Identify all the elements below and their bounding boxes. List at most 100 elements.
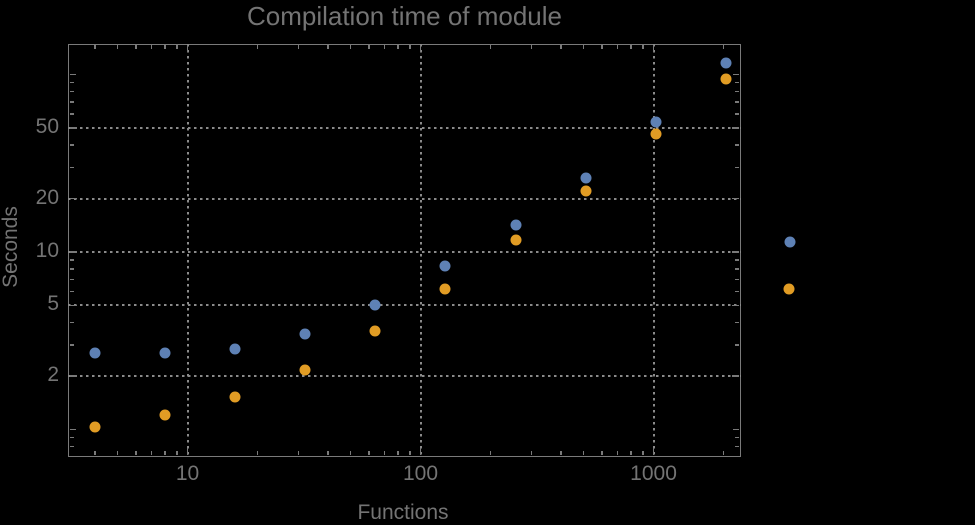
x-tick [349, 45, 352, 49]
y-tick [69, 90, 74, 93]
x-tick [368, 45, 370, 49]
x-tick [630, 45, 632, 49]
y-tick [69, 81, 74, 84]
y-gridline [68, 304, 741, 307]
data-point-orange-series [510, 234, 522, 246]
data-point-blue-series [229, 343, 241, 355]
x-tick-label: 100 [402, 462, 439, 485]
data-point-orange-series [720, 73, 732, 85]
x-tick [652, 45, 655, 52]
x-tick [616, 45, 619, 49]
data-point-orange-series [299, 364, 311, 376]
x-tick [297, 45, 300, 49]
y-tick [732, 197, 739, 200]
x-tick [176, 451, 178, 455]
y-tick [732, 428, 739, 431]
data-point-blue-series [159, 347, 171, 359]
y-tick [69, 290, 74, 293]
data-point-blue-series [439, 260, 451, 272]
legend-marker-blue-series [784, 236, 796, 248]
x-tick [530, 451, 533, 455]
x-tick [582, 451, 585, 455]
x-tick [652, 448, 655, 455]
x-tick [642, 45, 644, 49]
x-gridline [419, 43, 422, 457]
x-tick [582, 45, 585, 49]
y-tick [735, 90, 739, 93]
x-tick [409, 45, 411, 49]
x-tick [601, 45, 603, 49]
data-point-orange-series [229, 391, 241, 403]
y-tick [69, 436, 74, 439]
y-tick [735, 101, 739, 103]
y-tick [732, 304, 739, 307]
y-tick [735, 268, 739, 270]
x-tick [135, 451, 137, 455]
y-tick [69, 127, 77, 129]
x-tick [642, 451, 644, 455]
y-tick [735, 144, 739, 146]
x-tick [256, 451, 259, 455]
x-tick [601, 451, 603, 455]
data-point-blue-series [720, 57, 732, 69]
plot-frame [68, 43, 741, 457]
y-tick [69, 445, 74, 448]
x-tick [327, 451, 329, 455]
x-gridline [652, 43, 655, 457]
x-axis-title: Functions [357, 501, 449, 524]
x-tick [164, 451, 166, 455]
x-tick [349, 451, 352, 455]
y-tick [69, 251, 77, 253]
y-tick [69, 197, 77, 200]
y-tick [69, 268, 74, 270]
y-tick [69, 344, 74, 346]
x-tick [530, 45, 533, 49]
data-point-orange-series [580, 185, 592, 197]
x-tick [94, 451, 96, 455]
x-tick [116, 45, 119, 49]
x-tick [419, 448, 422, 455]
y-tick [735, 259, 739, 261]
x-tick [186, 448, 189, 455]
x-tick [409, 451, 411, 455]
x-tick [419, 45, 422, 52]
y-tick [732, 127, 739, 129]
data-point-orange-series [159, 409, 171, 421]
y-tick-label: 10 [35, 239, 59, 263]
x-tick [297, 451, 300, 455]
y-gridline [68, 197, 741, 200]
y-tick [69, 321, 74, 324]
x-tick [722, 45, 725, 49]
x-tick [722, 451, 725, 455]
data-point-blue-series [369, 299, 381, 311]
y-tick [69, 428, 76, 431]
x-tick-label: 10 [175, 462, 200, 485]
y-tick [69, 278, 74, 281]
data-point-orange-series [89, 421, 101, 433]
data-point-blue-series [89, 347, 101, 359]
y-tick [69, 101, 74, 103]
data-point-blue-series [580, 172, 592, 184]
x-tick [383, 45, 386, 49]
y-tick [735, 278, 739, 281]
x-tick [135, 45, 137, 49]
x-gridline [186, 43, 189, 457]
legend-marker-orange-series [783, 283, 795, 295]
y-tick [69, 304, 77, 307]
data-point-orange-series [369, 325, 381, 337]
data-point-blue-series [510, 219, 522, 231]
y-tick-label: 2 [47, 363, 59, 387]
y-tick-label: 20 [35, 185, 59, 209]
data-point-orange-series [439, 283, 451, 295]
x-tick [489, 45, 492, 49]
chart-title: Compilation time of module [246, 1, 563, 31]
y-tick [735, 321, 739, 324]
x-tick [150, 45, 153, 49]
x-tick-label: 1000 [630, 462, 677, 485]
y-tick [735, 81, 739, 84]
x-tick [560, 451, 562, 455]
y-gridline [68, 250, 741, 253]
x-tick [256, 45, 259, 49]
y-tick [69, 375, 77, 377]
